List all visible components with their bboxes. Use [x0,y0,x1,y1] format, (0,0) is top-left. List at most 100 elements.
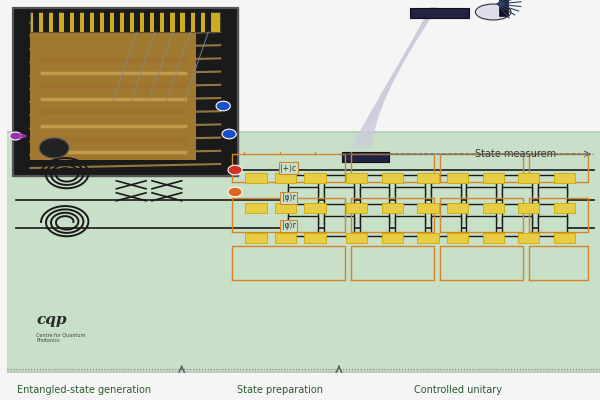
Circle shape [222,129,236,139]
Bar [94,12,100,32]
Bar [144,12,150,32]
Bar [324,204,354,224]
Bar [31,12,220,32]
Bar [84,12,89,32]
Circle shape [10,132,22,140]
Text: |φ⟩r: |φ⟩r [281,222,295,230]
Bar [466,187,496,207]
Bar [64,12,70,32]
Bar [359,204,389,224]
Bar [382,233,403,243]
Bar [289,175,318,195]
Bar [502,216,532,236]
Text: |+⟩c: |+⟩c [280,164,296,172]
Bar [275,203,296,213]
Bar [359,175,389,195]
Bar [34,12,39,32]
Bar [43,12,49,32]
Bar [447,173,468,183]
Bar [395,187,425,207]
Circle shape [228,187,242,197]
FancyBboxPatch shape [13,8,238,176]
Bar [104,12,110,32]
Text: |φ⟩r: |φ⟩r [281,194,295,202]
Bar [289,216,318,236]
Bar [538,187,568,207]
Bar [205,12,211,32]
Bar [289,187,318,207]
Bar [554,233,575,243]
Bar [502,187,532,207]
Circle shape [216,101,230,111]
Bar [164,12,170,32]
Text: State measurem: State measurem [475,149,557,159]
Bar [447,233,468,243]
Bar [134,12,140,32]
Bar [324,187,354,207]
Bar [518,203,539,213]
Bar [417,173,439,183]
Bar [359,187,389,207]
Bar [482,203,504,213]
Bar [382,173,403,183]
Bar [245,173,266,183]
Bar [431,187,461,207]
Bar [324,216,354,236]
Text: Entangled-state generation: Entangled-state generation [17,385,151,395]
Bar [185,12,191,32]
Bar [395,175,425,195]
Bar [31,20,196,160]
Bar [466,175,496,195]
Bar [74,12,80,32]
Bar [114,12,120,32]
Bar [304,203,326,213]
Bar [554,203,575,213]
Bar [538,216,568,236]
Bar [466,216,496,236]
Text: State preparation: State preparation [236,385,323,395]
Bar [53,12,59,32]
Bar [518,233,539,243]
Bar [346,173,367,183]
Bar [431,204,461,224]
Bar [275,233,296,243]
Bar [124,12,130,32]
Bar [447,203,468,213]
FancyBboxPatch shape [1,132,600,372]
Bar [466,204,496,224]
Bar [410,8,469,18]
Bar [324,175,354,195]
Bar [538,175,568,195]
Bar [275,173,296,183]
Bar [346,233,367,243]
Ellipse shape [475,4,511,20]
Bar [482,173,504,183]
Bar [245,233,266,243]
Bar [154,12,160,32]
Text: Centre for Quantum
Photonics: Centre for Quantum Photonics [36,333,86,343]
Bar [395,216,425,236]
Bar [417,203,439,213]
Bar [518,173,539,183]
Bar [482,233,504,243]
Circle shape [228,165,242,175]
Bar [346,203,367,213]
Bar [502,204,532,224]
Bar [342,152,389,162]
Bar [175,12,181,32]
Bar [304,233,326,243]
Bar [13,8,238,176]
Bar [382,203,403,213]
Text: cqp: cqp [36,313,67,327]
Bar [431,175,461,195]
Circle shape [39,138,69,158]
Bar [502,175,532,195]
Bar [195,12,200,32]
Bar [417,233,439,243]
Text: Controlled unitary: Controlled unitary [413,385,502,395]
Bar [359,216,389,236]
Bar [304,173,326,183]
Bar [431,216,461,236]
Bar [554,173,575,183]
Bar [395,204,425,224]
